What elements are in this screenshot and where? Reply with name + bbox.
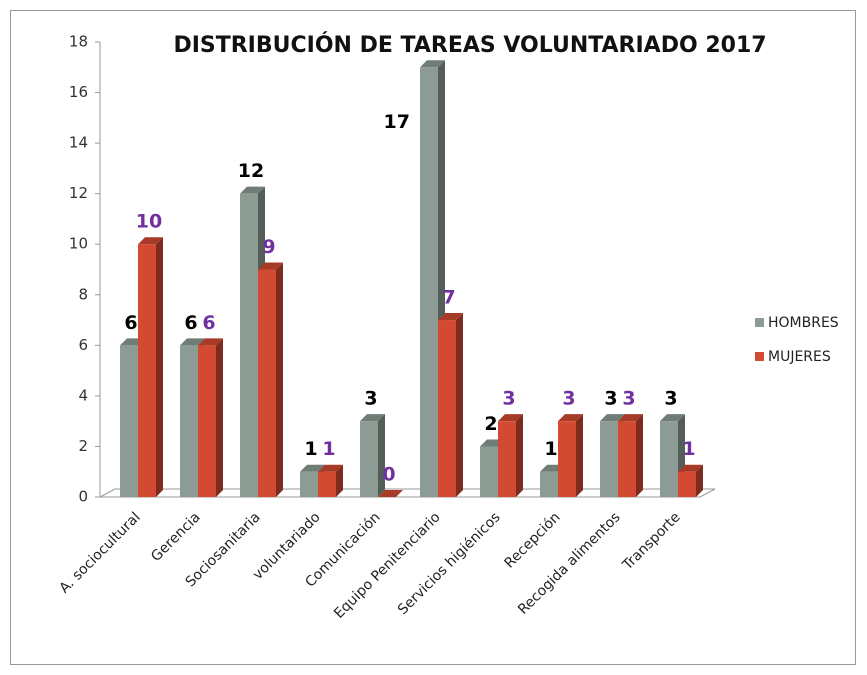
bar	[618, 421, 636, 497]
bar-top	[240, 186, 265, 194]
bar-top	[438, 313, 463, 321]
bar-top	[678, 464, 703, 472]
value-label: 10	[136, 211, 162, 233]
value-label: 6	[202, 312, 215, 334]
bar-top	[600, 414, 625, 422]
value-label: 12	[238, 160, 264, 182]
bar	[438, 320, 456, 497]
y-tick-label: 14	[69, 134, 88, 152]
value-label: 6	[184, 312, 197, 334]
bar-top	[198, 338, 223, 346]
bar	[300, 471, 318, 497]
value-label: 1	[322, 438, 335, 460]
bar-top	[618, 414, 643, 422]
y-tick-label: 0	[78, 488, 88, 506]
value-label: 3	[664, 388, 677, 410]
bar	[258, 269, 276, 497]
y-tick-label: 4	[78, 386, 88, 404]
value-label: 3	[604, 388, 617, 410]
bar	[198, 345, 216, 497]
y-tick-label: 16	[69, 83, 88, 101]
value-label: 3	[562, 388, 575, 410]
value-label: 0	[382, 464, 395, 486]
bar-top	[420, 60, 445, 68]
bar-top	[138, 237, 163, 245]
bar	[180, 345, 198, 497]
bar	[660, 421, 678, 497]
value-label: 1	[304, 438, 317, 460]
bar	[360, 421, 378, 497]
bar-side	[636, 414, 643, 497]
bar-top	[498, 414, 523, 422]
bar-side	[516, 414, 523, 497]
y-tick-label: 8	[78, 285, 88, 303]
value-label: 6	[124, 312, 137, 334]
bar-side	[456, 313, 463, 497]
legend-swatch	[755, 352, 764, 361]
bar	[138, 244, 156, 497]
bar-side	[378, 414, 385, 497]
y-tick-label: 6	[78, 336, 88, 354]
value-label: 1	[682, 438, 695, 460]
bar	[558, 421, 576, 497]
bar-side	[276, 262, 283, 497]
bar	[480, 446, 498, 497]
bar	[318, 471, 336, 497]
value-label: 3	[364, 388, 377, 410]
bar-top	[378, 490, 403, 497]
value-label: 9	[262, 236, 275, 258]
bar-side	[696, 464, 703, 497]
legend-swatch	[755, 318, 764, 327]
bar-top	[360, 414, 385, 422]
legend-label: MUJERES	[768, 349, 831, 365]
bar	[498, 421, 516, 497]
value-label: 17	[384, 111, 410, 133]
bar-side	[336, 464, 343, 497]
value-label: 7	[442, 287, 455, 309]
bar	[420, 67, 438, 498]
bar-side	[216, 338, 223, 497]
bar-top	[300, 464, 325, 472]
legend-label: HOMBRES	[768, 315, 839, 331]
bar-side	[576, 414, 583, 497]
y-tick-label: 18	[69, 33, 88, 51]
bar-top	[558, 414, 583, 422]
chart-title: DISTRIBUCIÓN DE TAREAS VOLUNTARIADO 2017	[173, 32, 766, 58]
bar	[600, 421, 618, 497]
bar	[240, 193, 258, 497]
bar	[540, 471, 558, 497]
value-label: 1	[544, 438, 557, 460]
y-tick-label: 12	[69, 184, 88, 202]
bar-top	[258, 262, 283, 270]
value-label: 3	[622, 388, 635, 410]
value-label: 3	[502, 388, 515, 410]
y-tick-label: 10	[69, 235, 88, 253]
y-tick-label: 2	[78, 437, 88, 455]
bar-top	[180, 338, 205, 346]
bar-side	[156, 237, 163, 497]
bar-top	[660, 414, 685, 422]
bar-top	[318, 464, 343, 472]
bar	[678, 471, 696, 497]
bar	[120, 345, 138, 497]
value-label: 2	[484, 413, 497, 435]
